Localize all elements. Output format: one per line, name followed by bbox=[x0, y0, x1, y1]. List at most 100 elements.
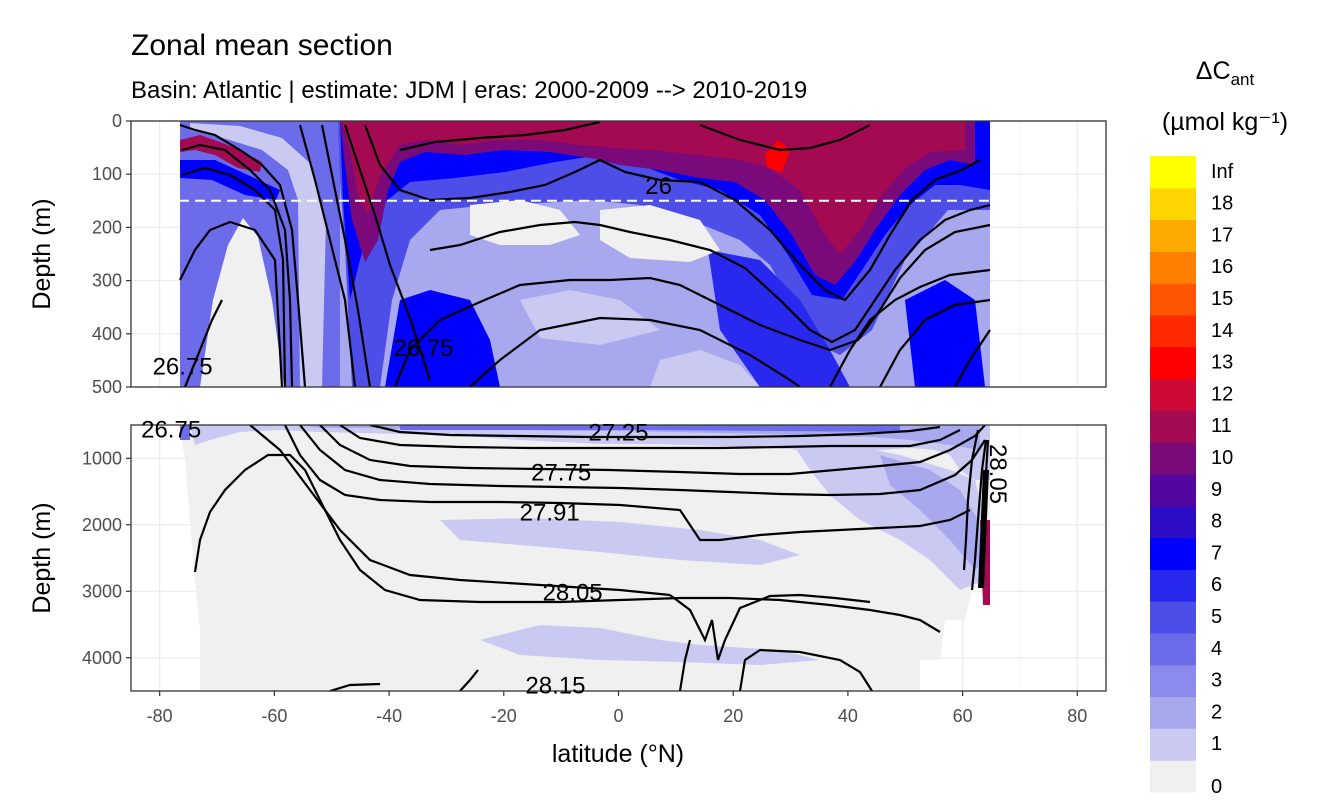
legend-label: 10 bbox=[1211, 447, 1233, 469]
legend-swatch bbox=[1150, 187, 1196, 221]
x-tick-label: 0 bbox=[613, 706, 623, 726]
lower-contour-27.75 bbox=[319, 425, 986, 476]
upper-contour-deep-2 bbox=[829, 268, 991, 387]
upper-panel-border bbox=[130, 120, 1107, 388]
lower-contour-deep-south bbox=[193, 453, 941, 633]
isopycnal-label: 27.91 bbox=[520, 499, 580, 526]
isopycnal-label: 28.05 bbox=[543, 579, 603, 606]
upper-contour-deep-1 bbox=[469, 316, 801, 387]
chart-subtitle: Basin: Atlantic | estimate: JDM | eras: … bbox=[131, 77, 807, 104]
lower-contour-north-dense-cluster bbox=[978, 469, 989, 589]
lower-contour-north-1 bbox=[970, 439, 988, 591]
upper-y-axis-label: Depth (m) bbox=[28, 198, 56, 309]
legend-label: 15 bbox=[1211, 288, 1233, 310]
x-tick-label: 40 bbox=[838, 706, 858, 726]
legend-label: 13 bbox=[1211, 352, 1233, 374]
x-tick-label: -60 bbox=[261, 706, 287, 726]
y-tick-label: 500 bbox=[92, 377, 122, 397]
lower-contour-bottom-3 bbox=[678, 639, 692, 691]
y-tick-label: 1000 bbox=[82, 448, 122, 468]
upper-contour-deep-3 bbox=[879, 298, 991, 387]
isopycnal-label: 28.15 bbox=[525, 672, 585, 699]
x-tick-label: -20 bbox=[491, 706, 517, 726]
upper-contour-7 bbox=[320, 124, 372, 387]
lower-field-south-edge-patch bbox=[180, 425, 190, 440]
x-tick-label: 20 bbox=[723, 706, 743, 726]
upper-field-equatorial-low-4 bbox=[650, 350, 760, 387]
legend-swatch bbox=[1150, 664, 1196, 698]
legend-swatch bbox=[1150, 505, 1196, 539]
upper-contour-6 bbox=[298, 124, 357, 387]
legend-label: 18 bbox=[1211, 193, 1233, 215]
legend-swatch bbox=[1150, 251, 1196, 284]
upper-field-equatorial-low-3 bbox=[520, 290, 660, 345]
legend-unit: (µmol kg⁻¹) bbox=[1162, 108, 1288, 136]
legend-swatch bbox=[1150, 156, 1196, 189]
upper-isopycnal-contours bbox=[179, 121, 991, 387]
isopycnal-label: 26.75 bbox=[141, 416, 201, 443]
legend-label: 3 bbox=[1211, 670, 1222, 692]
y-tick-label: 4000 bbox=[82, 648, 122, 668]
upper-contour-1 bbox=[179, 123, 307, 387]
chart-title: Zonal mean section bbox=[131, 29, 393, 62]
lower-contour-27.25 bbox=[369, 425, 941, 439]
x-axis-label: latitude (°N) bbox=[552, 740, 684, 768]
y-tick-label: 200 bbox=[92, 217, 122, 237]
legend-swatch bbox=[1150, 378, 1196, 411]
upper-contour-mid-1 bbox=[429, 203, 991, 344]
legend-label: 2 bbox=[1211, 701, 1222, 723]
lower-contour-27.85 bbox=[299, 425, 986, 497]
legend-swatch bbox=[1150, 633, 1196, 666]
x-tick-label: 60 bbox=[953, 706, 973, 726]
legend-label: 11 bbox=[1211, 415, 1232, 437]
lower-y-ticks: 1000 2000 3000 4000 bbox=[82, 448, 131, 668]
x-tick-label: -80 bbox=[147, 706, 173, 726]
legend-label: 12 bbox=[1211, 383, 1233, 405]
lower-field-top-blue bbox=[400, 425, 900, 432]
legend-label: 16 bbox=[1211, 256, 1233, 278]
legend-swatch bbox=[1150, 315, 1196, 348]
legend-swatch bbox=[1150, 442, 1196, 475]
legend-label: 6 bbox=[1211, 574, 1222, 596]
legend-swatch bbox=[1150, 474, 1196, 507]
lower-field-base bbox=[180, 425, 990, 691]
legend-swatch bbox=[1150, 219, 1196, 252]
legend-title: ΔCant bbox=[1196, 57, 1255, 89]
upper-contour-shallow-2 bbox=[699, 123, 871, 152]
x-tick-label: 80 bbox=[1067, 706, 1087, 726]
upper-field-north-deep-core bbox=[905, 280, 985, 387]
upper-panel-field bbox=[131, 121, 1106, 387]
y-tick-label: 0 bbox=[112, 111, 122, 131]
lower-contour-bottom-4 bbox=[738, 648, 873, 691]
upper-contour-shallow-1 bbox=[399, 121, 601, 152]
isopycnal-label: 27.25 bbox=[588, 420, 648, 447]
isopycnal-label: 26 bbox=[645, 173, 672, 200]
upper-panel: 0 100 200 300 400 500 bbox=[92, 111, 1107, 397]
lower-panel: 1000 2000 3000 4000 bbox=[82, 424, 1107, 692]
legend-swatch bbox=[1150, 728, 1196, 761]
lower-contour-bottom-2 bbox=[459, 669, 479, 691]
lower-contour-27.5 bbox=[339, 425, 961, 450]
legend-title-main: ΔC bbox=[1196, 57, 1231, 85]
legend-label: 1 bbox=[1211, 733, 1222, 755]
upper-contour-3 bbox=[181, 166, 287, 387]
legend-label: 4 bbox=[1211, 638, 1222, 660]
upper-field-south-low-region bbox=[200, 218, 284, 387]
y-tick-label: 400 bbox=[92, 324, 122, 344]
legend-colorbar bbox=[1150, 156, 1196, 793]
legend-label: 7 bbox=[1211, 542, 1222, 564]
upper-y-ticks: 0 100 200 300 400 500 bbox=[92, 111, 131, 397]
legend-swatch bbox=[1150, 410, 1196, 443]
x-ticks: -80 -60 -40 -20 0 20 40 60 80 bbox=[147, 691, 1087, 726]
legend-swatch bbox=[1150, 569, 1196, 602]
legend-swatch bbox=[1150, 601, 1196, 634]
legend-swatch bbox=[1150, 537, 1196, 570]
lower-contour-27.91 bbox=[284, 425, 971, 542]
upper-contour-8 bbox=[343, 124, 432, 381]
upper-field-surface-max-layer bbox=[342, 121, 965, 255]
legend-label: 14 bbox=[1211, 320, 1233, 342]
lower-contour-north-3 bbox=[962, 429, 980, 571]
y-tick-label: 3000 bbox=[82, 581, 122, 601]
